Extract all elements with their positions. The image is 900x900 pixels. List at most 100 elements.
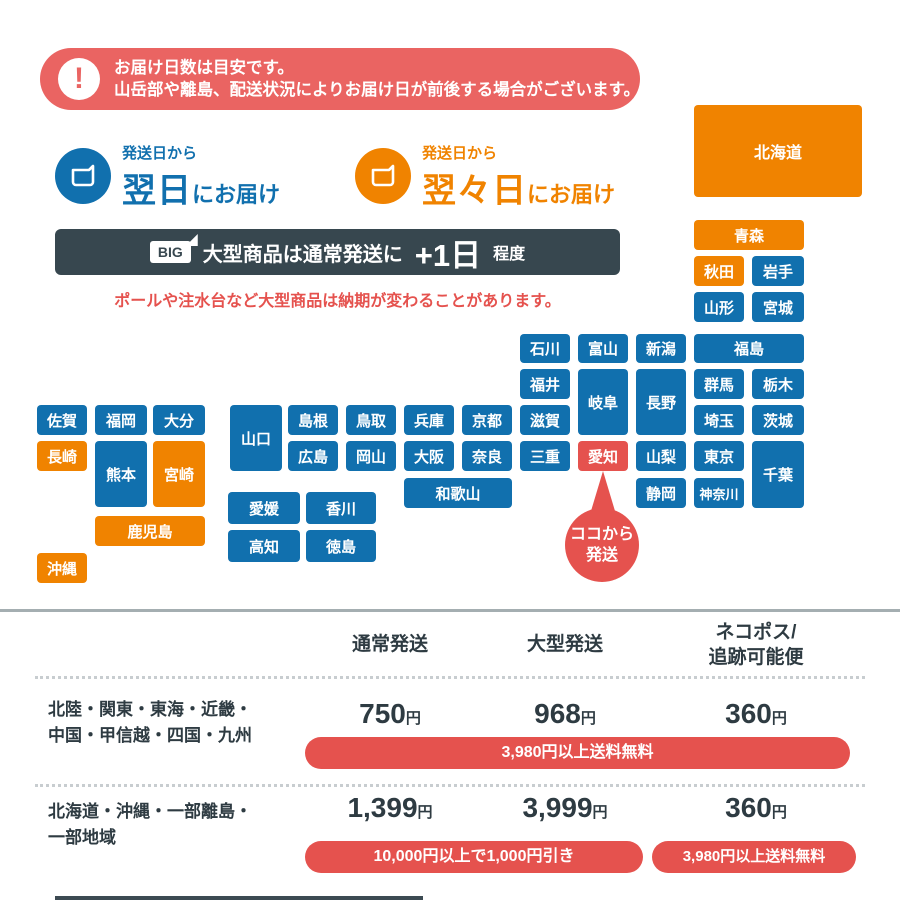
- legend-two-days-big: 翌々日: [422, 172, 527, 210]
- prefecture-box: 徳島: [306, 530, 376, 562]
- price-unit: 円: [417, 804, 433, 821]
- price-value: 3,999: [522, 792, 593, 823]
- price-unit: 円: [580, 710, 596, 727]
- legend-two-days-prefix: 発送日から: [422, 145, 498, 162]
- prefecture-box: 茨城: [752, 405, 804, 435]
- table-top-divider: [0, 609, 900, 612]
- prefecture-box: 広島: [288, 441, 338, 471]
- prefecture-box: 長野: [636, 369, 686, 435]
- free-shipping-pill: 3,980円以上送料無料: [305, 737, 850, 769]
- prefecture-box: 山口: [230, 405, 282, 471]
- price-value: 360: [725, 698, 772, 729]
- prefecture-box: 栃木: [752, 369, 804, 399]
- prefecture-box: 福井: [520, 369, 570, 399]
- prefecture-box: 滋賀: [520, 405, 570, 435]
- prefecture-box: 高知: [228, 530, 300, 562]
- prefecture-box: 沖縄: [37, 553, 87, 583]
- prefecture-box: 熊本: [95, 441, 147, 507]
- prefecture-box: 三重: [520, 441, 570, 471]
- discount-pill: 10,000円以上で1,000円引き: [305, 841, 643, 873]
- prefecture-box: 長崎: [37, 441, 87, 471]
- prefecture-box: 佐賀: [37, 405, 87, 435]
- caution-note: ポールや注水台など大型商品は納期が変わることがあります。: [114, 293, 561, 310]
- prefecture-box: 奈良: [462, 441, 512, 471]
- price-unit: 円: [592, 804, 608, 821]
- header-nekopos: ネコポス/ 追跡可能便: [686, 620, 826, 670]
- ship-from-line1: ココから: [569, 526, 634, 543]
- package-icon: [371, 164, 395, 187]
- prefecture-box: 福島: [694, 334, 804, 363]
- price-nekopos-remote: 360円: [686, 792, 826, 824]
- alert-banner: ! お届け日数は目安です。 山岳部や離島、配送状況によりお届け日が前後する場合が…: [40, 48, 640, 110]
- prefecture-box: 千葉: [752, 441, 804, 508]
- price-normal-main: 750円: [320, 698, 460, 730]
- prefecture-box: 富山: [578, 334, 628, 363]
- header-large-shipping: 大型発送: [526, 634, 603, 655]
- prefecture-box: 岐阜: [578, 369, 628, 435]
- price-value: 360: [725, 792, 772, 823]
- price-unit: 円: [405, 710, 421, 727]
- prefecture-box: 埼玉: [694, 405, 744, 435]
- prefecture-box: 大分: [153, 405, 205, 435]
- big-box-icon: BIG: [149, 241, 191, 263]
- prefecture-box: 福岡: [95, 405, 147, 435]
- prefecture-box: 宮崎: [153, 441, 205, 507]
- prefecture-box: 岩手: [752, 256, 804, 286]
- header-normal-shipping: 通常発送: [351, 634, 428, 655]
- ship-from-bubble: ココから 発送: [565, 508, 639, 582]
- legend-next-day-suffix: にお届け: [192, 182, 281, 207]
- prefecture-box: 京都: [462, 405, 512, 435]
- region-main-line2: 中国・甲信越・四国・九州: [48, 726, 252, 745]
- prefecture-box: 石川: [520, 334, 570, 363]
- alert-line2: 山岳部や離島、配送状況によりお届け日が前後する場合がございます。: [114, 81, 641, 99]
- cropped-next-section-edge: [55, 896, 423, 900]
- prefecture-box: 愛知: [578, 441, 628, 471]
- legend-two-days-suffix: にお届け: [527, 182, 616, 207]
- prefecture-box: 秋田: [694, 256, 744, 286]
- prefecture-box: 兵庫: [404, 405, 454, 435]
- dotted-divider: [35, 676, 865, 679]
- big-banner-suffix: 程度: [493, 246, 526, 263]
- free-shipping-pill-nekopos: 3,980円以上送料無料: [652, 841, 856, 873]
- prefecture-box: 神奈川: [694, 478, 744, 508]
- big-banner-text: 大型商品は通常発送に: [202, 243, 403, 266]
- price-value: 1,399: [347, 792, 418, 823]
- alert-text: お届け日数は目安です。 山岳部や離島、配送状況によりお届け日が前後する場合がござ…: [114, 57, 640, 101]
- prefecture-box: 東京: [694, 441, 744, 471]
- price-nekopos-main: 360円: [686, 698, 826, 730]
- price-normal-remote: 1,399円: [320, 792, 460, 824]
- header-nekopos-line2: 追跡可能便: [708, 647, 804, 668]
- dotted-divider: [35, 784, 865, 787]
- region-remote-line1: 北海道・沖縄・一部離島・: [48, 802, 252, 821]
- prefecture-box: 島根: [288, 405, 338, 435]
- price-value: 968: [534, 698, 581, 729]
- prefecture-box: 青森: [694, 220, 804, 250]
- prefecture-box: 愛媛: [228, 492, 300, 524]
- prefecture-box: 静岡: [636, 478, 686, 508]
- prefecture-box: 香川: [306, 492, 376, 524]
- price-unit: 円: [771, 710, 787, 727]
- price-unit: 円: [771, 804, 787, 821]
- legend-two-days: 発送日から 翌々日にお届け: [422, 142, 615, 212]
- prefecture-box: 宮城: [752, 292, 804, 322]
- package-icon: [71, 164, 95, 187]
- price-large-main: 968円: [495, 698, 635, 730]
- big-item-banner: BIG 大型商品は通常発送に +1日 程度: [55, 229, 620, 275]
- prefecture-box: 山梨: [636, 441, 686, 471]
- package-icon-orange: [355, 148, 411, 204]
- prefecture-box: 鳥取: [346, 405, 396, 435]
- header-nekopos-line1: ネコポス/: [715, 622, 797, 643]
- prefecture-box: 北海道: [694, 105, 862, 197]
- exclamation-icon: !: [58, 58, 100, 100]
- prefecture-box: 和歌山: [404, 478, 512, 508]
- package-icon-blue: [55, 148, 111, 204]
- big-banner-plus: +1日: [414, 237, 482, 273]
- region-remote-line2: 一部地域: [48, 828, 116, 847]
- prefecture-box: 群馬: [694, 369, 744, 399]
- prefecture-box: 山形: [694, 292, 744, 322]
- prefecture-box: 岡山: [346, 441, 396, 471]
- legend-next-day-big: 翌日: [122, 172, 192, 210]
- legend-next-day: 発送日から 翌日にお届け: [122, 142, 280, 212]
- legend-next-day-prefix: 発送日から: [122, 145, 198, 162]
